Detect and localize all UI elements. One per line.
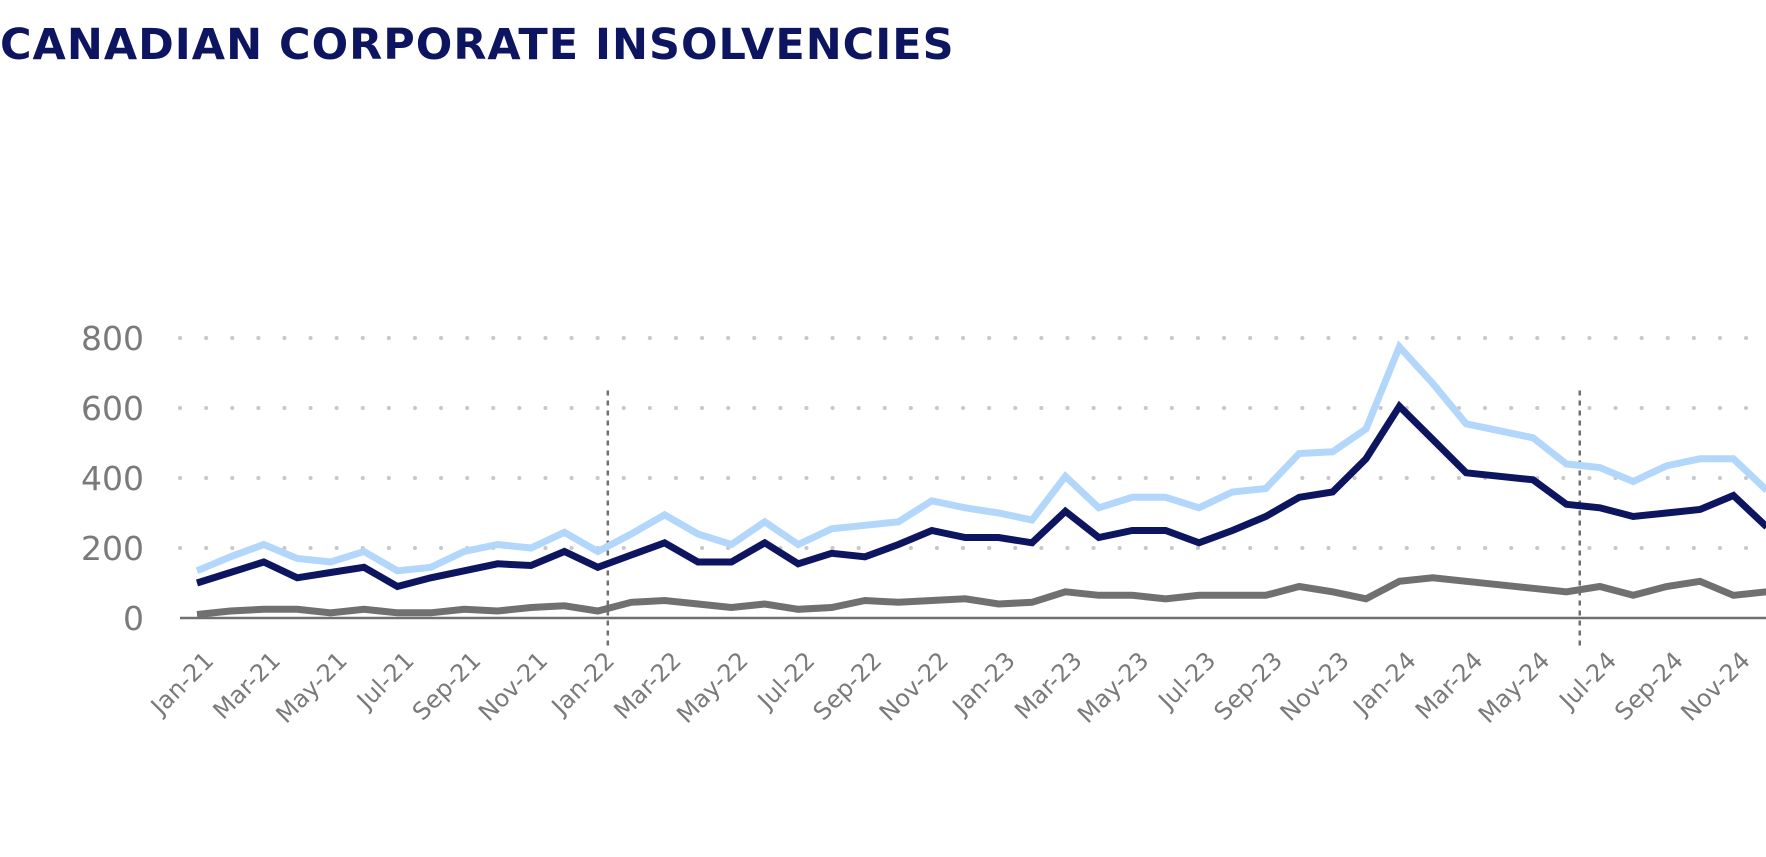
y-tick-label: 600 xyxy=(81,389,144,428)
series-lines xyxy=(195,340,1766,618)
x-tick-label: Sep-24 xyxy=(1609,646,1689,726)
y-tick-label: 200 xyxy=(81,529,144,568)
y-tick-labels: 0 200 400 600 800 xyxy=(81,319,144,638)
series-line-1 xyxy=(195,400,1766,591)
series-line-2 xyxy=(196,574,1766,618)
y-tick-label: 400 xyxy=(81,459,144,498)
grid-lines xyxy=(178,336,1766,550)
x-tick-label: Nov-23 xyxy=(1275,646,1355,726)
x-tick-label: Nov-24 xyxy=(1675,646,1755,726)
x-tick-label: Sep-21 xyxy=(407,646,487,726)
x-tick-label: Sep-22 xyxy=(808,646,888,726)
x-tick-label: Nov-22 xyxy=(874,646,954,726)
x-tick-label: May-24 xyxy=(1473,646,1555,728)
reference-lines xyxy=(606,390,1582,646)
x-tick-labels: Jan-21Mar-21May-21Jul-21Sep-21Nov-21Jan-… xyxy=(144,646,1755,728)
x-tick-label: May-22 xyxy=(671,646,753,728)
x-tick-label: May-23 xyxy=(1072,646,1154,728)
x-tick-label: Sep-23 xyxy=(1209,646,1289,726)
x-tick-label: May-21 xyxy=(271,646,353,728)
x-tick-label: Nov-21 xyxy=(473,646,553,726)
series-line-0 xyxy=(195,340,1766,575)
y-tick-label: 0 xyxy=(123,599,144,638)
x-tick-label: Jan-22 xyxy=(545,646,620,721)
x-tick-label: Jan-21 xyxy=(144,646,219,721)
x-tick-label: Jan-24 xyxy=(1347,646,1422,721)
chart-title: CANADIAN CORPORATE INSOLVENCIES xyxy=(0,20,955,70)
y-tick-label: 800 xyxy=(81,319,144,358)
x-tick-label: Jan-23 xyxy=(946,646,1021,721)
